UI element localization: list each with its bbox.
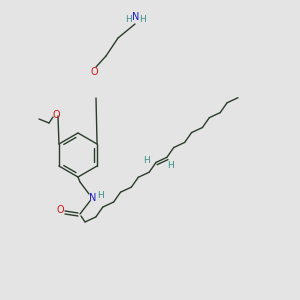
Text: N: N	[89, 193, 97, 203]
Text: H: H	[140, 16, 146, 25]
Text: N: N	[132, 12, 140, 22]
Text: O: O	[52, 110, 60, 120]
Text: O: O	[90, 67, 98, 77]
Text: H: H	[167, 161, 174, 170]
Text: H: H	[97, 190, 104, 200]
Text: H: H	[126, 16, 132, 25]
Text: H: H	[143, 156, 149, 165]
Text: O: O	[56, 205, 64, 215]
